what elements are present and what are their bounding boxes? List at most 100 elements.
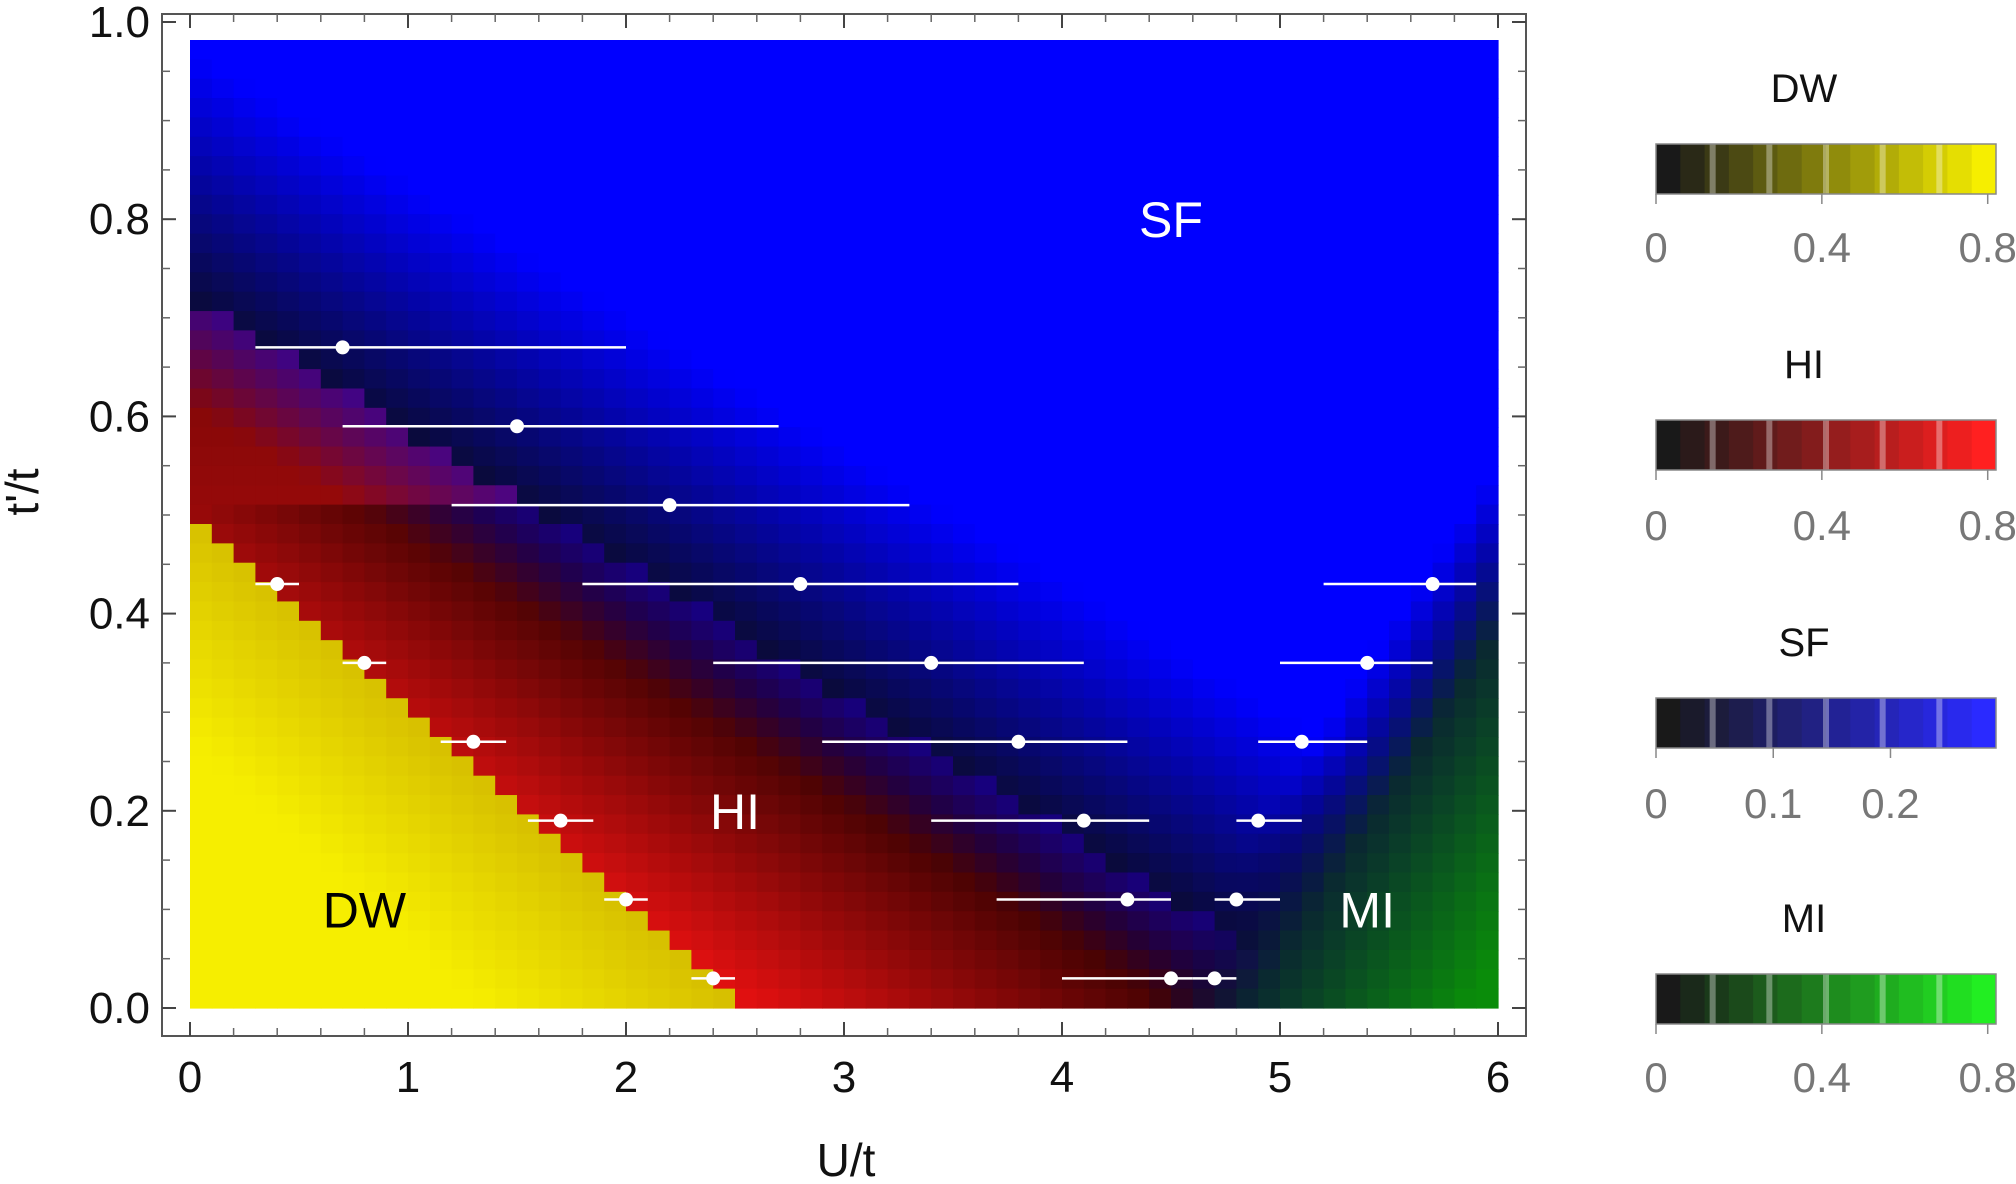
heatmap-cell: [1389, 775, 1412, 796]
heatmap-cell: [865, 388, 889, 409]
heatmap-cell: [1149, 156, 1172, 177]
heatmap-cell: [1454, 369, 1477, 390]
heatmap-cell: [255, 156, 278, 177]
heatmap-cell: [1410, 911, 1434, 932]
heatmap-cell: [255, 311, 278, 331]
heatmap-cell: [190, 272, 213, 293]
heatmap-cell: [844, 465, 867, 486]
heatmap-cell: [669, 349, 692, 370]
heatmap-cell: [1127, 659, 1150, 680]
heatmap-cell: [800, 814, 823, 835]
colorbar-band: [1936, 974, 1943, 1024]
heatmap-cell: [233, 156, 256, 177]
heatmap-cell: [342, 795, 365, 815]
heatmap-cell: [1062, 795, 1085, 815]
heatmap-cell: [1083, 717, 1107, 738]
heatmap-cell: [1171, 795, 1194, 815]
heatmap-cell: [1236, 156, 1259, 177]
heatmap-cell: [1214, 601, 1237, 622]
heatmap-cell: [1171, 562, 1194, 583]
heatmap-cell: [1280, 117, 1303, 138]
heatmap-cell: [1062, 291, 1085, 312]
heatmap-cell: [1476, 175, 1499, 196]
heatmap-cell: [800, 736, 823, 757]
heatmap-cell: [342, 756, 365, 777]
heatmap-cell: [1083, 485, 1107, 506]
heatmap-cell: [451, 252, 474, 273]
heatmap-cell: [582, 59, 605, 80]
heatmap-cell: [996, 78, 1019, 99]
heatmap-cell: [691, 369, 714, 390]
heatmap-cell: [451, 117, 474, 138]
heatmap-cell: [473, 407, 496, 428]
heatmap-cell: [996, 407, 1019, 428]
heatmap-cell: [800, 349, 823, 370]
heatmap-cell: [647, 891, 671, 912]
heatmap-cell: [451, 659, 474, 680]
heatmap-cell: [473, 678, 496, 699]
heatmap-cell: [1083, 775, 1107, 796]
heatmap-cell: [538, 543, 562, 564]
heatmap-cell: [1280, 524, 1303, 544]
heatmap-cell: [713, 485, 736, 506]
heatmap-cell: [342, 969, 365, 990]
heatmap-cell: [865, 930, 889, 951]
heatmap-cell: [909, 40, 932, 60]
heatmap-cell: [495, 524, 518, 544]
heatmap-cell: [1454, 775, 1477, 796]
heatmap-cell: [778, 78, 801, 99]
heatmap-cell: [1214, 775, 1237, 796]
data-point: [270, 577, 285, 592]
heatmap-cell: [451, 427, 474, 448]
heatmap-cell: [560, 156, 583, 177]
heatmap-cell: [233, 59, 256, 80]
heatmap-cell: [1476, 311, 1499, 331]
heatmap-cell: [691, 698, 714, 719]
heatmap-cell: [211, 930, 235, 951]
heatmap-cell: [1367, 524, 1390, 544]
colorbar-sf: SF0 0.1 0.2: [1644, 621, 1997, 827]
heatmap-cell: [1345, 756, 1368, 777]
heatmap-cell: [1454, 988, 1477, 1009]
heatmap-cell: [800, 543, 823, 564]
heatmap-cell: [604, 272, 627, 293]
heatmap-cell: [953, 252, 976, 273]
heatmap-cell: [1476, 427, 1499, 448]
heatmap-cell: [1389, 543, 1412, 564]
heatmap-cell: [800, 795, 823, 815]
heatmap-cell: [1171, 620, 1194, 641]
heatmap-cell: [626, 272, 649, 293]
heatmap-cell: [691, 252, 714, 273]
colorbar-title: DW: [1771, 67, 1838, 111]
heatmap-cell: [211, 814, 235, 835]
heatmap-cell: [190, 543, 213, 564]
heatmap-cell: [408, 620, 431, 641]
heatmap-cell: [1410, 156, 1434, 177]
heatmap-cell: [647, 175, 671, 196]
heatmap-cell: [800, 291, 823, 312]
heatmap-cell: [822, 930, 845, 951]
heatmap-cell: [408, 562, 431, 583]
heatmap-cell: [1062, 175, 1085, 196]
heatmap-cell: [1127, 98, 1150, 119]
heatmap-cell: [931, 524, 954, 544]
heatmap-cell: [1389, 252, 1412, 273]
heatmap-cell: [604, 117, 627, 138]
heatmap-cell: [800, 601, 823, 622]
heatmap-cell: [1258, 214, 1281, 235]
heatmap-cell: [233, 330, 256, 351]
heatmap-cell: [822, 330, 845, 351]
y-tick-label: 0.2: [89, 787, 150, 836]
heatmap-cell: [604, 136, 627, 157]
heatmap-cell: [1454, 717, 1477, 738]
heatmap-cell: [1410, 59, 1434, 80]
heatmap-cell: [1280, 98, 1303, 119]
colorbar-band: [1709, 144, 1716, 194]
heatmap-cell: [604, 485, 627, 506]
heatmap-cell: [538, 795, 562, 815]
heatmap-cell: [1040, 349, 1063, 370]
heatmap-cell: [233, 446, 256, 467]
heatmap-cell: [517, 698, 540, 719]
heatmap-cell: [364, 620, 387, 641]
heatmap-cell: [800, 427, 823, 448]
